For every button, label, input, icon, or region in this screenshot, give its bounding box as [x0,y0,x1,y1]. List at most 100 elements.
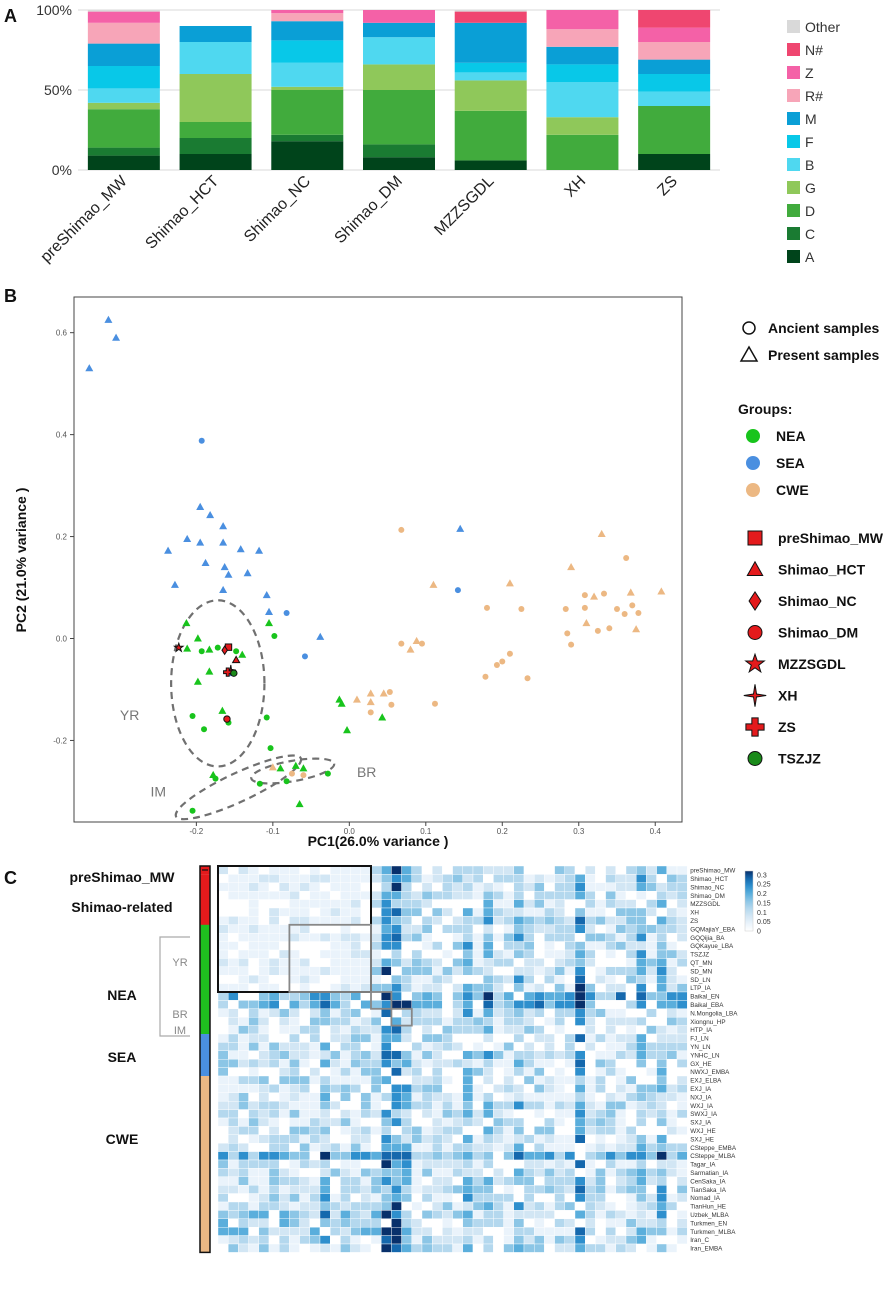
heatmap-cell [227,899,239,909]
scatter-point-cwe-tri [590,592,599,600]
heatmap-cell [370,1218,382,1228]
heatmap-cell [432,991,443,1001]
heatmap-cell [625,1151,637,1161]
heatmap-cell [319,1159,331,1169]
heatmap-cell [432,924,443,934]
heatmap-cell [503,899,515,909]
heatmap-cell [289,1142,300,1152]
heatmap-cell [564,907,576,917]
heatmap-cell [391,1050,402,1060]
heatmap-cell [432,1243,443,1253]
heatmap-cell [574,899,586,909]
heatmap-cell [462,1142,474,1152]
heatmap-cell [401,916,413,926]
heatmap-cell [615,958,627,968]
heatmap-cell [309,1184,321,1194]
heatmap-cell [493,891,504,900]
bar-segment-shimao-nc-z [271,10,344,14]
heatmap-cell [279,1126,290,1136]
heatmap-cell [421,1243,433,1253]
heatmap-cell [462,1159,474,1169]
heatmap-cell [472,1168,484,1178]
panel-label-a: A [4,6,17,26]
heatmap-cell [483,983,494,993]
heatmap-cell [289,1184,300,1194]
heatmap-cell [625,1184,637,1194]
heatmap-cell [217,1184,229,1194]
heatmap-cell [350,865,362,875]
heatmap-cell [227,1226,239,1236]
heatmap-cell [330,1134,341,1144]
heatmap-cell [452,1008,464,1018]
heatmap-cell [452,1033,464,1043]
heatmap-cell [564,975,576,984]
heatmap-cell [238,1176,249,1186]
heatmap-cell [503,1100,515,1110]
scatter-point-cwe-tri [352,695,361,703]
heatmap-cell [585,1075,596,1085]
heatmap-row-label-sarmatian-ia: Sarmatian_IA [690,1170,729,1177]
target-point-shimao-dm [223,715,231,723]
heatmap-cell [534,1058,545,1068]
heatmap-cell [625,966,637,976]
heatmap-cell [238,899,249,909]
heatmap-cell [268,1109,280,1119]
heatmap-cell [503,941,515,951]
heatmap-cell [432,1025,443,1035]
heatmap-cell [646,1117,657,1127]
heatmap-cell [381,1235,392,1245]
heatmap-cell [636,899,647,909]
heatmap-cell [513,1109,525,1119]
heatmap-cell [483,1092,494,1102]
heatmap-cell [340,1210,351,1220]
heatmap-cell [625,899,637,909]
heatmap-cell [462,1067,474,1077]
heatmap-cell [666,1201,678,1211]
heatmap-cell [370,1025,382,1035]
heatmap-cell [534,966,545,976]
heatmap-cell [248,1218,260,1228]
legend-label-r: R# [805,88,823,104]
heatmap-cell [401,1025,413,1035]
scatter-point-cwe-circle [300,772,307,779]
heatmap-cell [268,941,280,951]
scatter-point-nea-tri [295,799,304,808]
scatter-point-cwe-circle [431,700,438,707]
heatmap-cell [350,1042,362,1052]
heatmap-cell [595,966,606,976]
bar-segment-shimao-dm-d [363,90,435,145]
heatmap-row-label-htp-ia: HTP_IA [690,1027,713,1034]
heatmap-cell [411,949,423,959]
heatmap-cell [268,958,280,968]
heatmap-cell [401,966,413,976]
heatmap-cell [217,1092,229,1102]
heatmap-cell [666,941,678,951]
heatmap-cell [391,983,402,993]
heatmap-cell [483,975,494,984]
heatmap-cell [432,1159,443,1169]
heatmap-cell [544,1184,555,1194]
heatmap-cell [360,1193,372,1203]
heatmap-cell [605,958,616,968]
heatmap-row-label-nxj-ia: NXJ_IA [690,1094,712,1101]
heatmap-cell [483,1193,494,1203]
heatmap-cell [330,1092,341,1102]
heatmap-cell [381,874,392,884]
heatmap-cell [258,1176,270,1186]
heatmap-cell [666,1159,678,1169]
legend-target-icon-xh [743,684,767,707]
heatmap-cell [503,1151,515,1161]
heatmap-cell [452,1243,464,1253]
heatmap-cell [319,1067,331,1077]
scatter-point-nea-tri [378,713,387,721]
scatter-point-cwe-circle [483,604,490,611]
heatmap-cell [585,949,596,959]
heatmap-cell [625,933,637,942]
heatmap-cell [472,924,484,934]
panel-a-y-ticks: 0%50%100% [36,2,72,178]
heatmap-cell [503,1201,515,1211]
heatmap-cell [289,975,300,984]
heatmap-cell [656,975,667,984]
heatmap-row-label-ynhc-ln: YNHC_LN [690,1052,720,1059]
